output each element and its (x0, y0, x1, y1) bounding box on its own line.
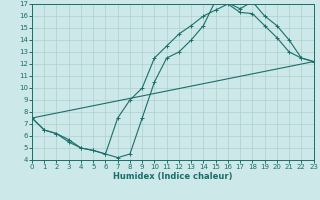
X-axis label: Humidex (Indice chaleur): Humidex (Indice chaleur) (113, 172, 233, 181)
